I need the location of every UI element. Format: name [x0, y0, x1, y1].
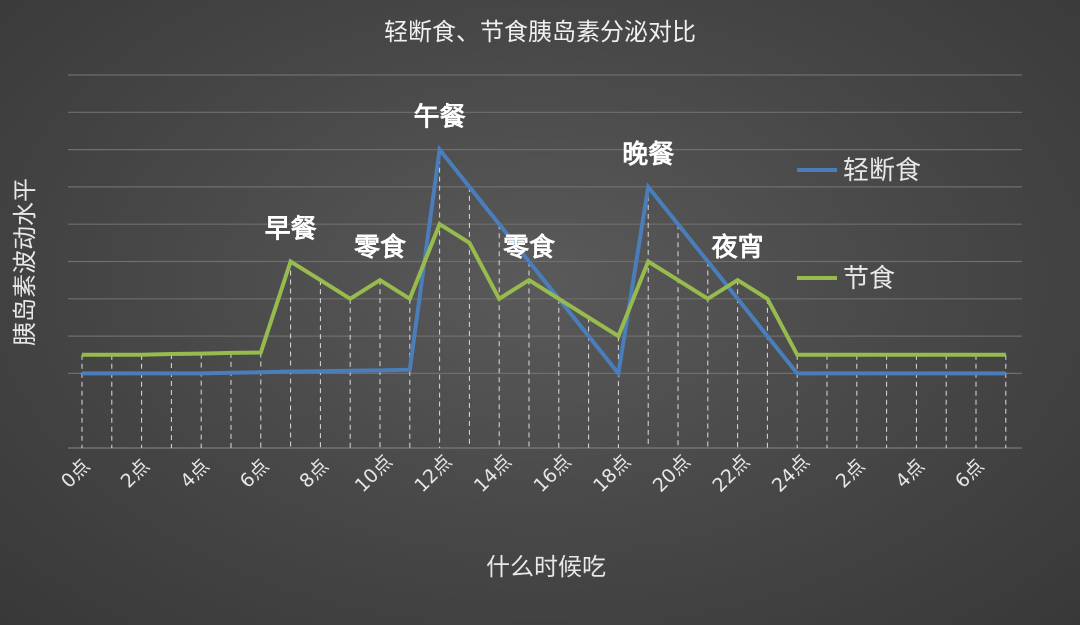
x-tick-label-13: 2点: [832, 455, 870, 493]
series-lines: [82, 144, 1006, 379]
x-tick-label-15: 6点: [951, 455, 989, 493]
annotation-0: 早餐: [265, 215, 318, 245]
x-tick-label-5: 10点: [351, 451, 397, 497]
x-tick-label-1: 2点: [117, 455, 155, 493]
chart-title: 轻断食、节食胰岛素分泌对比: [384, 18, 696, 46]
x-tick-label-8: 16点: [530, 451, 576, 497]
x-tick-label-14: 4点: [891, 455, 929, 493]
x-tick-label-2: 4点: [176, 455, 214, 493]
x-tick-label-7: 14点: [470, 451, 516, 497]
drop-lines: [81, 149, 1007, 448]
x-tick-label-0: 0点: [57, 455, 95, 493]
x-tick-label-9: 18点: [589, 451, 635, 497]
y-axis-title: 胰岛素波动水平: [11, 178, 39, 346]
x-tick-label-10: 20点: [649, 451, 695, 497]
x-tick-label-12: 24点: [768, 451, 814, 497]
annotation-5: 夜宵: [711, 232, 764, 263]
x-tick-labels: 0点 2点 4点 6点 8点 10点 12点 14点 16点 18点 20点 22点 24点 2点 4点 6点: [57, 451, 989, 497]
x-axis-title: 什么时候吃: [486, 553, 606, 581]
x-tick-label-3: 6点: [236, 455, 274, 493]
x-tick-label-11: 22点: [708, 451, 754, 497]
legend-label-1: 节食: [843, 264, 895, 294]
annotation-2: 午餐: [414, 102, 467, 133]
gridlines: [68, 74, 1022, 449]
legend-label-0: 轻断食: [843, 156, 921, 186]
annotation-1: 零食: [354, 232, 407, 263]
series-line-1: [82, 221, 1006, 357]
x-tick-label-6: 12点: [410, 451, 456, 497]
series-line-0: [82, 144, 1006, 379]
x-tick-label-4: 8点: [295, 455, 333, 493]
annotation-3: 零食: [503, 232, 556, 263]
annotation-4: 晚餐: [622, 140, 675, 170]
